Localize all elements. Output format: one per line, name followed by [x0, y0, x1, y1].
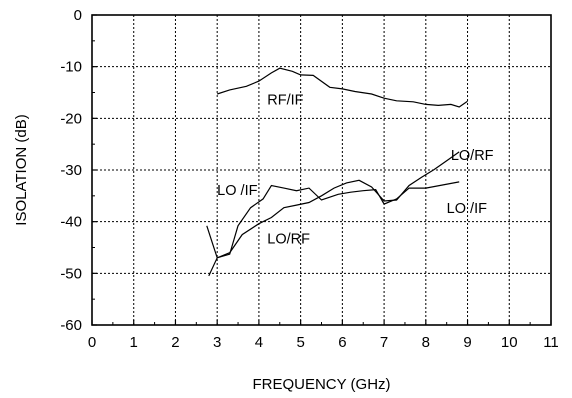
series-annotation: LO /IF: [217, 183, 257, 199]
x-axis-title: FREQUENCY (GHz): [252, 376, 390, 393]
y-axis-title: ISOLATION (dB): [13, 114, 30, 225]
x-tick-label: 7: [380, 334, 388, 351]
series-annotation: RF/IF: [267, 92, 303, 108]
y-tick-label: -10: [60, 59, 82, 76]
x-tick-label: 2: [171, 334, 179, 351]
series-layer: [206, 67, 468, 277]
x-tick-label: 8: [422, 334, 430, 351]
y-tick-label: -50: [60, 265, 82, 282]
y-tick-label: -30: [60, 162, 82, 179]
x-tick-label: 3: [213, 334, 221, 351]
series-line-rf-if: [217, 67, 468, 108]
y-tick-label: -20: [60, 110, 82, 127]
y-tick-label: -40: [60, 214, 82, 231]
x-tick-label: 9: [463, 334, 471, 351]
series-annotation: LO /IF: [447, 201, 487, 217]
y-tick-label: 0: [74, 7, 82, 24]
x-tick-label: 10: [501, 334, 518, 351]
series-line-lo-rf: [208, 151, 460, 277]
annotation-layer: RF/IF LO /IF LO/RF LO/RF LO /IF: [217, 92, 494, 247]
grid-layer: [92, 15, 551, 325]
x-tick-label: 4: [255, 334, 263, 351]
x-tick-label: 1: [130, 334, 138, 351]
x-tick-label: 5: [296, 334, 304, 351]
x-tick-label: 11: [543, 334, 559, 351]
x-tick-label: 0: [88, 334, 96, 351]
x-tick-label: 6: [338, 334, 346, 351]
series-annotation: LO/RF: [451, 148, 494, 164]
series-annotation: LO/RF: [267, 231, 310, 247]
y-tick-label: -60: [60, 317, 82, 334]
tick-layer: 0 1 2 3 4 5 6 7 8 9 10 11 0 -10 -20 -30 -40 -50 -60: [60, 7, 558, 351]
